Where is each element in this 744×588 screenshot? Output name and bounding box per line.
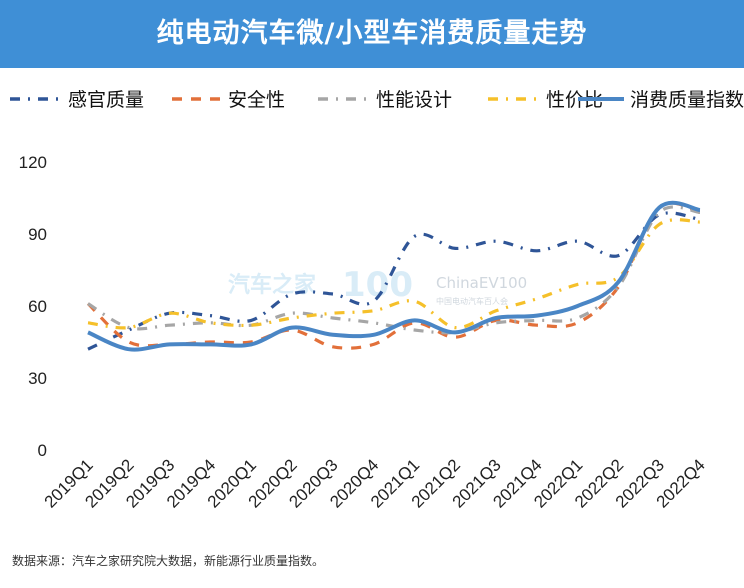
y-tick-label: 30 [28,369,47,388]
watermark-text: ChinaEV100 [436,274,527,292]
legend-label: 感官质量 [68,89,144,111]
y-tick-label: 0 [38,441,47,460]
series-line [87,205,701,335]
legend-item: 消费质量指数 [578,89,744,111]
y-tick-label: 60 [28,297,47,316]
legend-item: 感官质量 [10,89,144,111]
watermark-subtext: 中国电动汽车百人会 [436,296,508,306]
legend-label: 性价比 [546,89,603,111]
legend-label: 安全性 [228,89,285,111]
legend-item: 性价比 [488,89,603,111]
legend: 感官质量 安全性 性能设计 性价比 消费质量指数 [10,89,744,111]
y-tick-label: 90 [28,225,47,244]
legend-item: 安全性 [172,89,285,111]
series-line [87,218,701,330]
y-axis: 0 30 60 90 120 [19,153,47,460]
title-banner: 纯电动汽车微/小型车消费质量走势 [0,0,744,68]
legend-label: 性能设计 [376,89,452,111]
source-note: 数据来源：汽车之家研究院大数据，新能源行业质量指数。 [12,554,325,568]
legend-item: 性能设计 [318,89,452,111]
legend-label: 消费质量指数 [630,89,744,111]
watermark-brand: 汽车之家 [228,272,317,298]
series-lines [86,200,701,352]
x-axis: 2019Q12019Q22019Q32019Q42020Q12020Q22020… [41,455,709,511]
series-line [87,200,701,352]
y-tick-label: 120 [19,153,47,172]
page-title: 纯电动汽车微/小型车消费质量走势 [156,18,588,49]
series-line [87,211,701,351]
